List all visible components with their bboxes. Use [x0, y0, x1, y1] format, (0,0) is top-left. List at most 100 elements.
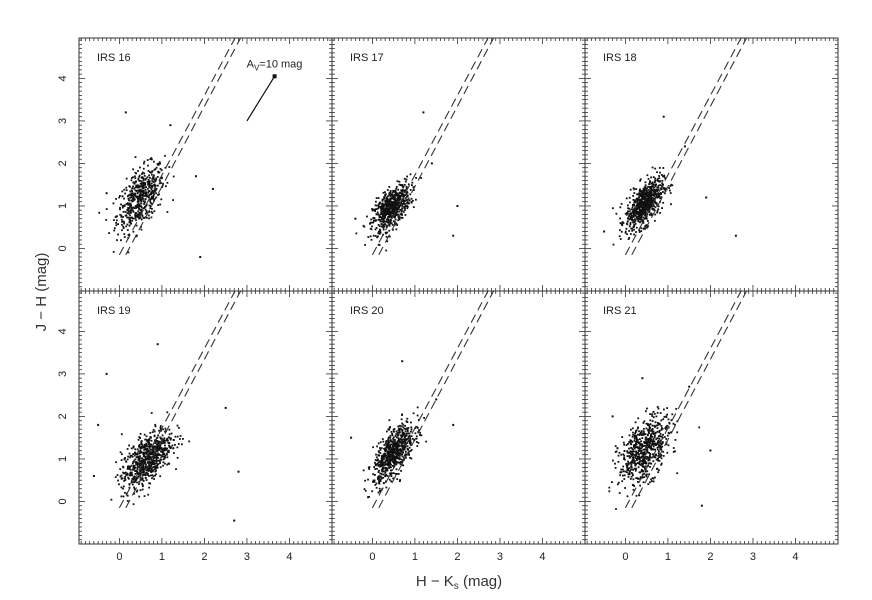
data-point — [401, 192, 404, 194]
data-point — [410, 421, 412, 424]
data-point — [653, 413, 656, 415]
data-point — [644, 189, 647, 192]
data-point — [393, 221, 396, 223]
data-point — [388, 215, 390, 218]
data-point — [393, 456, 396, 459]
data-point — [122, 210, 125, 213]
data-point — [395, 206, 397, 209]
data-point — [159, 203, 162, 206]
data-point — [653, 424, 656, 427]
data-point — [146, 194, 148, 196]
data-point — [142, 189, 145, 192]
data-point — [642, 430, 645, 433]
data-point — [390, 454, 393, 457]
data-point — [639, 195, 642, 197]
data-point — [379, 231, 382, 234]
data-point — [398, 183, 401, 186]
data-point — [641, 476, 644, 479]
data-point — [126, 468, 129, 470]
data-point — [140, 442, 143, 445]
data-point — [391, 207, 393, 209]
data-point — [145, 479, 148, 481]
panel-frame — [78, 37, 333, 292]
data-point — [382, 470, 385, 473]
data-point — [133, 486, 135, 489]
data-point — [105, 208, 108, 210]
data-point — [632, 474, 634, 477]
data-point — [389, 450, 391, 453]
data-point — [658, 193, 661, 195]
data-point — [141, 484, 144, 486]
data-point — [629, 188, 632, 191]
data-point — [402, 199, 405, 202]
data-point — [380, 457, 383, 460]
data-point — [161, 451, 164, 454]
data-point — [651, 166, 654, 169]
data-point — [377, 459, 379, 461]
data-point — [129, 454, 132, 457]
data-point — [391, 211, 394, 214]
data-point — [131, 200, 134, 203]
data-point — [648, 183, 651, 185]
data-point — [377, 454, 380, 457]
data-point — [647, 432, 650, 435]
data-point — [372, 209, 375, 211]
data-point — [410, 426, 413, 429]
data-point — [125, 186, 128, 189]
data-point — [647, 189, 650, 191]
data-point — [149, 456, 152, 458]
data-point — [406, 430, 409, 432]
data-point — [626, 223, 629, 226]
data-point — [405, 205, 407, 208]
data-point — [647, 210, 649, 212]
data-point — [124, 457, 126, 459]
data-point — [389, 458, 392, 461]
data-point — [159, 460, 161, 463]
data-point — [397, 461, 400, 464]
data-point — [375, 219, 378, 222]
data-point — [139, 474, 142, 476]
data-point — [155, 192, 158, 195]
data-point — [646, 443, 648, 445]
data-point — [152, 475, 155, 478]
data-point — [382, 220, 385, 222]
data-point — [137, 198, 140, 200]
data-point — [649, 436, 652, 439]
data-point — [386, 468, 388, 471]
data-point — [385, 448, 387, 451]
data-point — [656, 210, 659, 212]
data-point — [139, 463, 142, 466]
data-point — [645, 446, 647, 449]
data-point — [142, 452, 145, 454]
data-point — [642, 458, 644, 461]
data-point — [614, 445, 617, 447]
data-point — [668, 422, 671, 425]
data-point — [409, 173, 412, 176]
data-point — [405, 187, 408, 190]
data-point — [648, 190, 651, 193]
data-point — [386, 231, 389, 234]
data-point — [152, 177, 155, 180]
data-point — [130, 179, 133, 182]
data-point — [649, 419, 652, 422]
data-point — [640, 460, 642, 462]
data-point — [631, 211, 634, 213]
data-point — [396, 210, 398, 212]
data-point — [147, 439, 149, 441]
data-point — [638, 463, 641, 466]
data-point — [133, 459, 136, 462]
data-point — [392, 450, 394, 453]
data-point — [389, 195, 392, 197]
data-point — [382, 214, 384, 216]
data-point — [122, 465, 124, 468]
data-point — [648, 205, 650, 208]
data-point — [650, 444, 653, 447]
data-point — [401, 435, 404, 438]
data-point — [641, 473, 644, 476]
data-point — [151, 207, 153, 210]
data-point — [131, 187, 133, 190]
data-point — [620, 203, 623, 205]
data-point — [376, 211, 379, 214]
reddening-band — [624, 291, 748, 509]
data-point — [404, 180, 407, 183]
